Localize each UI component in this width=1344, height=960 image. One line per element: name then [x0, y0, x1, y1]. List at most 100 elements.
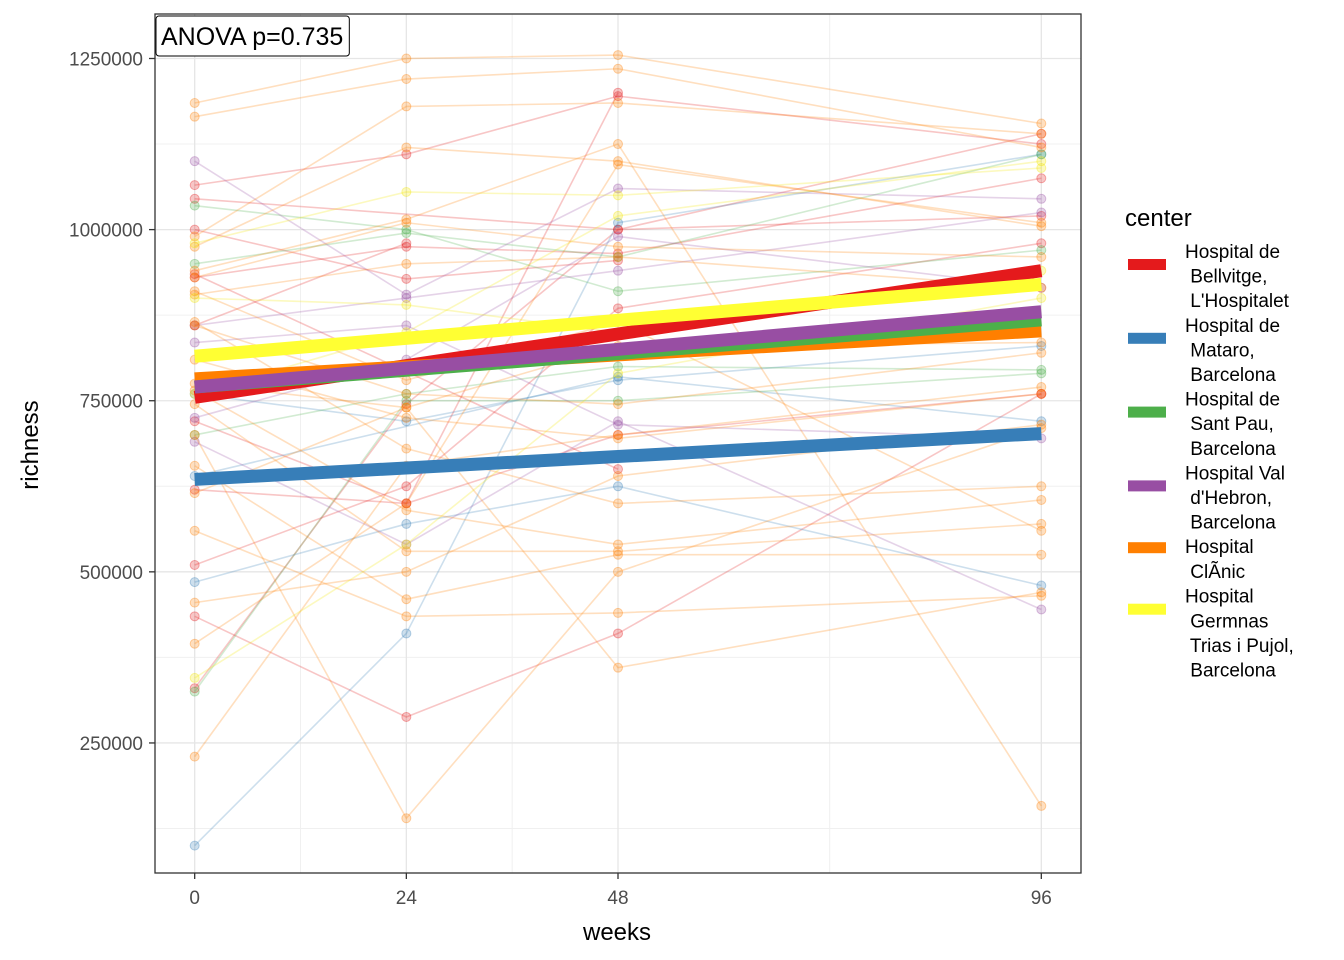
data-point	[1036, 173, 1047, 184]
data-point	[613, 375, 623, 386]
legend-label-line: Barcelona	[1185, 513, 1276, 534]
subject-line	[194, 153, 1042, 265]
legend-label: Hospital de Bellvitge, L'Hospitalet	[1185, 242, 1290, 312]
legend-label-line: Hospital de	[1185, 390, 1280, 411]
legend-label-line: Trias i Pujol,	[1185, 636, 1294, 657]
x-tick-label: 0	[189, 888, 200, 909]
data-point	[401, 258, 412, 269]
axes: 0 24 48 96 250000 500000 750000 1000000 1250000	[69, 49, 1052, 909]
data-point	[401, 320, 412, 331]
data-point	[189, 293, 200, 304]
legend-label-line: Hospital Val	[1185, 463, 1285, 484]
subject-line	[194, 393, 1042, 505]
data-point	[401, 74, 412, 85]
data-point	[1036, 293, 1047, 304]
subject-line	[194, 530, 1042, 618]
legend-label: Hospital de Sant Pau, Barcelona	[1185, 390, 1280, 460]
data-point	[189, 460, 200, 471]
data-point	[1036, 149, 1047, 160]
data-point	[401, 293, 412, 304]
data-point	[189, 156, 200, 167]
data-point	[1036, 382, 1047, 393]
subject-line	[194, 204, 1042, 293]
data-point	[189, 751, 200, 762]
data-point	[401, 53, 412, 64]
data-point	[1036, 416, 1047, 427]
data-point	[401, 505, 412, 516]
subject-line	[194, 95, 1042, 186]
data-point	[189, 238, 200, 249]
data-point	[1036, 481, 1047, 492]
subject-line	[194, 420, 1042, 611]
data-point	[401, 375, 412, 386]
data-point	[613, 429, 623, 440]
data-point	[401, 498, 412, 509]
data-point	[613, 248, 623, 259]
data-point	[613, 549, 623, 560]
data-point	[401, 594, 412, 605]
data-point	[1036, 347, 1047, 358]
data-point	[401, 289, 412, 300]
data-point	[613, 433, 623, 444]
data-point	[401, 813, 412, 824]
subject-line	[194, 375, 1042, 477]
data-point	[613, 210, 623, 221]
data-point	[189, 429, 200, 440]
data-point	[401, 142, 412, 153]
y-tick-label: 750000	[80, 392, 143, 413]
data-point	[401, 214, 412, 225]
x-axis-title: weeks	[582, 919, 651, 946]
data-point	[613, 241, 623, 252]
data-point	[189, 525, 200, 536]
data-point	[189, 269, 200, 280]
data-point	[1036, 245, 1047, 256]
subject-line	[194, 92, 619, 505]
data-point	[189, 337, 200, 348]
data-point	[401, 711, 412, 722]
data-point	[1036, 494, 1047, 505]
data-point	[189, 488, 200, 499]
x-tick-label: 48	[607, 888, 628, 909]
x-tick-label: 96	[1031, 888, 1052, 909]
data-point	[1036, 340, 1047, 351]
data-point	[401, 395, 412, 406]
legend-label-line: Germnas	[1185, 611, 1268, 632]
data-point	[1036, 337, 1047, 348]
subject-line	[194, 324, 1042, 405]
data-point	[189, 597, 200, 608]
data-point	[613, 91, 623, 102]
data-point	[613, 662, 623, 673]
data-point	[1036, 419, 1047, 430]
data-point	[401, 299, 412, 310]
x-tick-label: 24	[396, 888, 418, 909]
data-point	[401, 539, 412, 550]
data-point	[1036, 580, 1047, 591]
data-point	[189, 241, 200, 252]
legend-key	[1128, 259, 1166, 270]
data-point	[1036, 364, 1047, 375]
data-point	[613, 97, 623, 108]
legend-label-line: Barcelona	[1185, 661, 1276, 682]
data-point	[1036, 163, 1047, 174]
data-point	[189, 272, 200, 283]
subject-line	[194, 160, 1042, 296]
data-point	[189, 317, 200, 328]
data-point	[189, 286, 200, 297]
subject-line	[194, 358, 1042, 440]
major-gridlines	[155, 14, 1081, 873]
data-point	[189, 436, 200, 447]
data-point	[1036, 388, 1047, 399]
data-point	[401, 399, 412, 410]
data-point	[1036, 210, 1047, 221]
legend-label: Hospital Val d'Hebron, Barcelona	[1185, 463, 1285, 533]
data-point	[189, 289, 200, 300]
subject-line	[194, 67, 1042, 149]
legend-label: Hospital ClÃ­nic	[1185, 537, 1254, 583]
data-point	[1036, 587, 1047, 598]
legend: center Hospital de Bellvitge, L'Hospital…	[1125, 205, 1294, 682]
data-point	[1036, 128, 1047, 139]
data-point	[613, 217, 623, 228]
data-point	[401, 224, 412, 235]
data-point	[1036, 221, 1047, 232]
data-point	[189, 840, 200, 851]
